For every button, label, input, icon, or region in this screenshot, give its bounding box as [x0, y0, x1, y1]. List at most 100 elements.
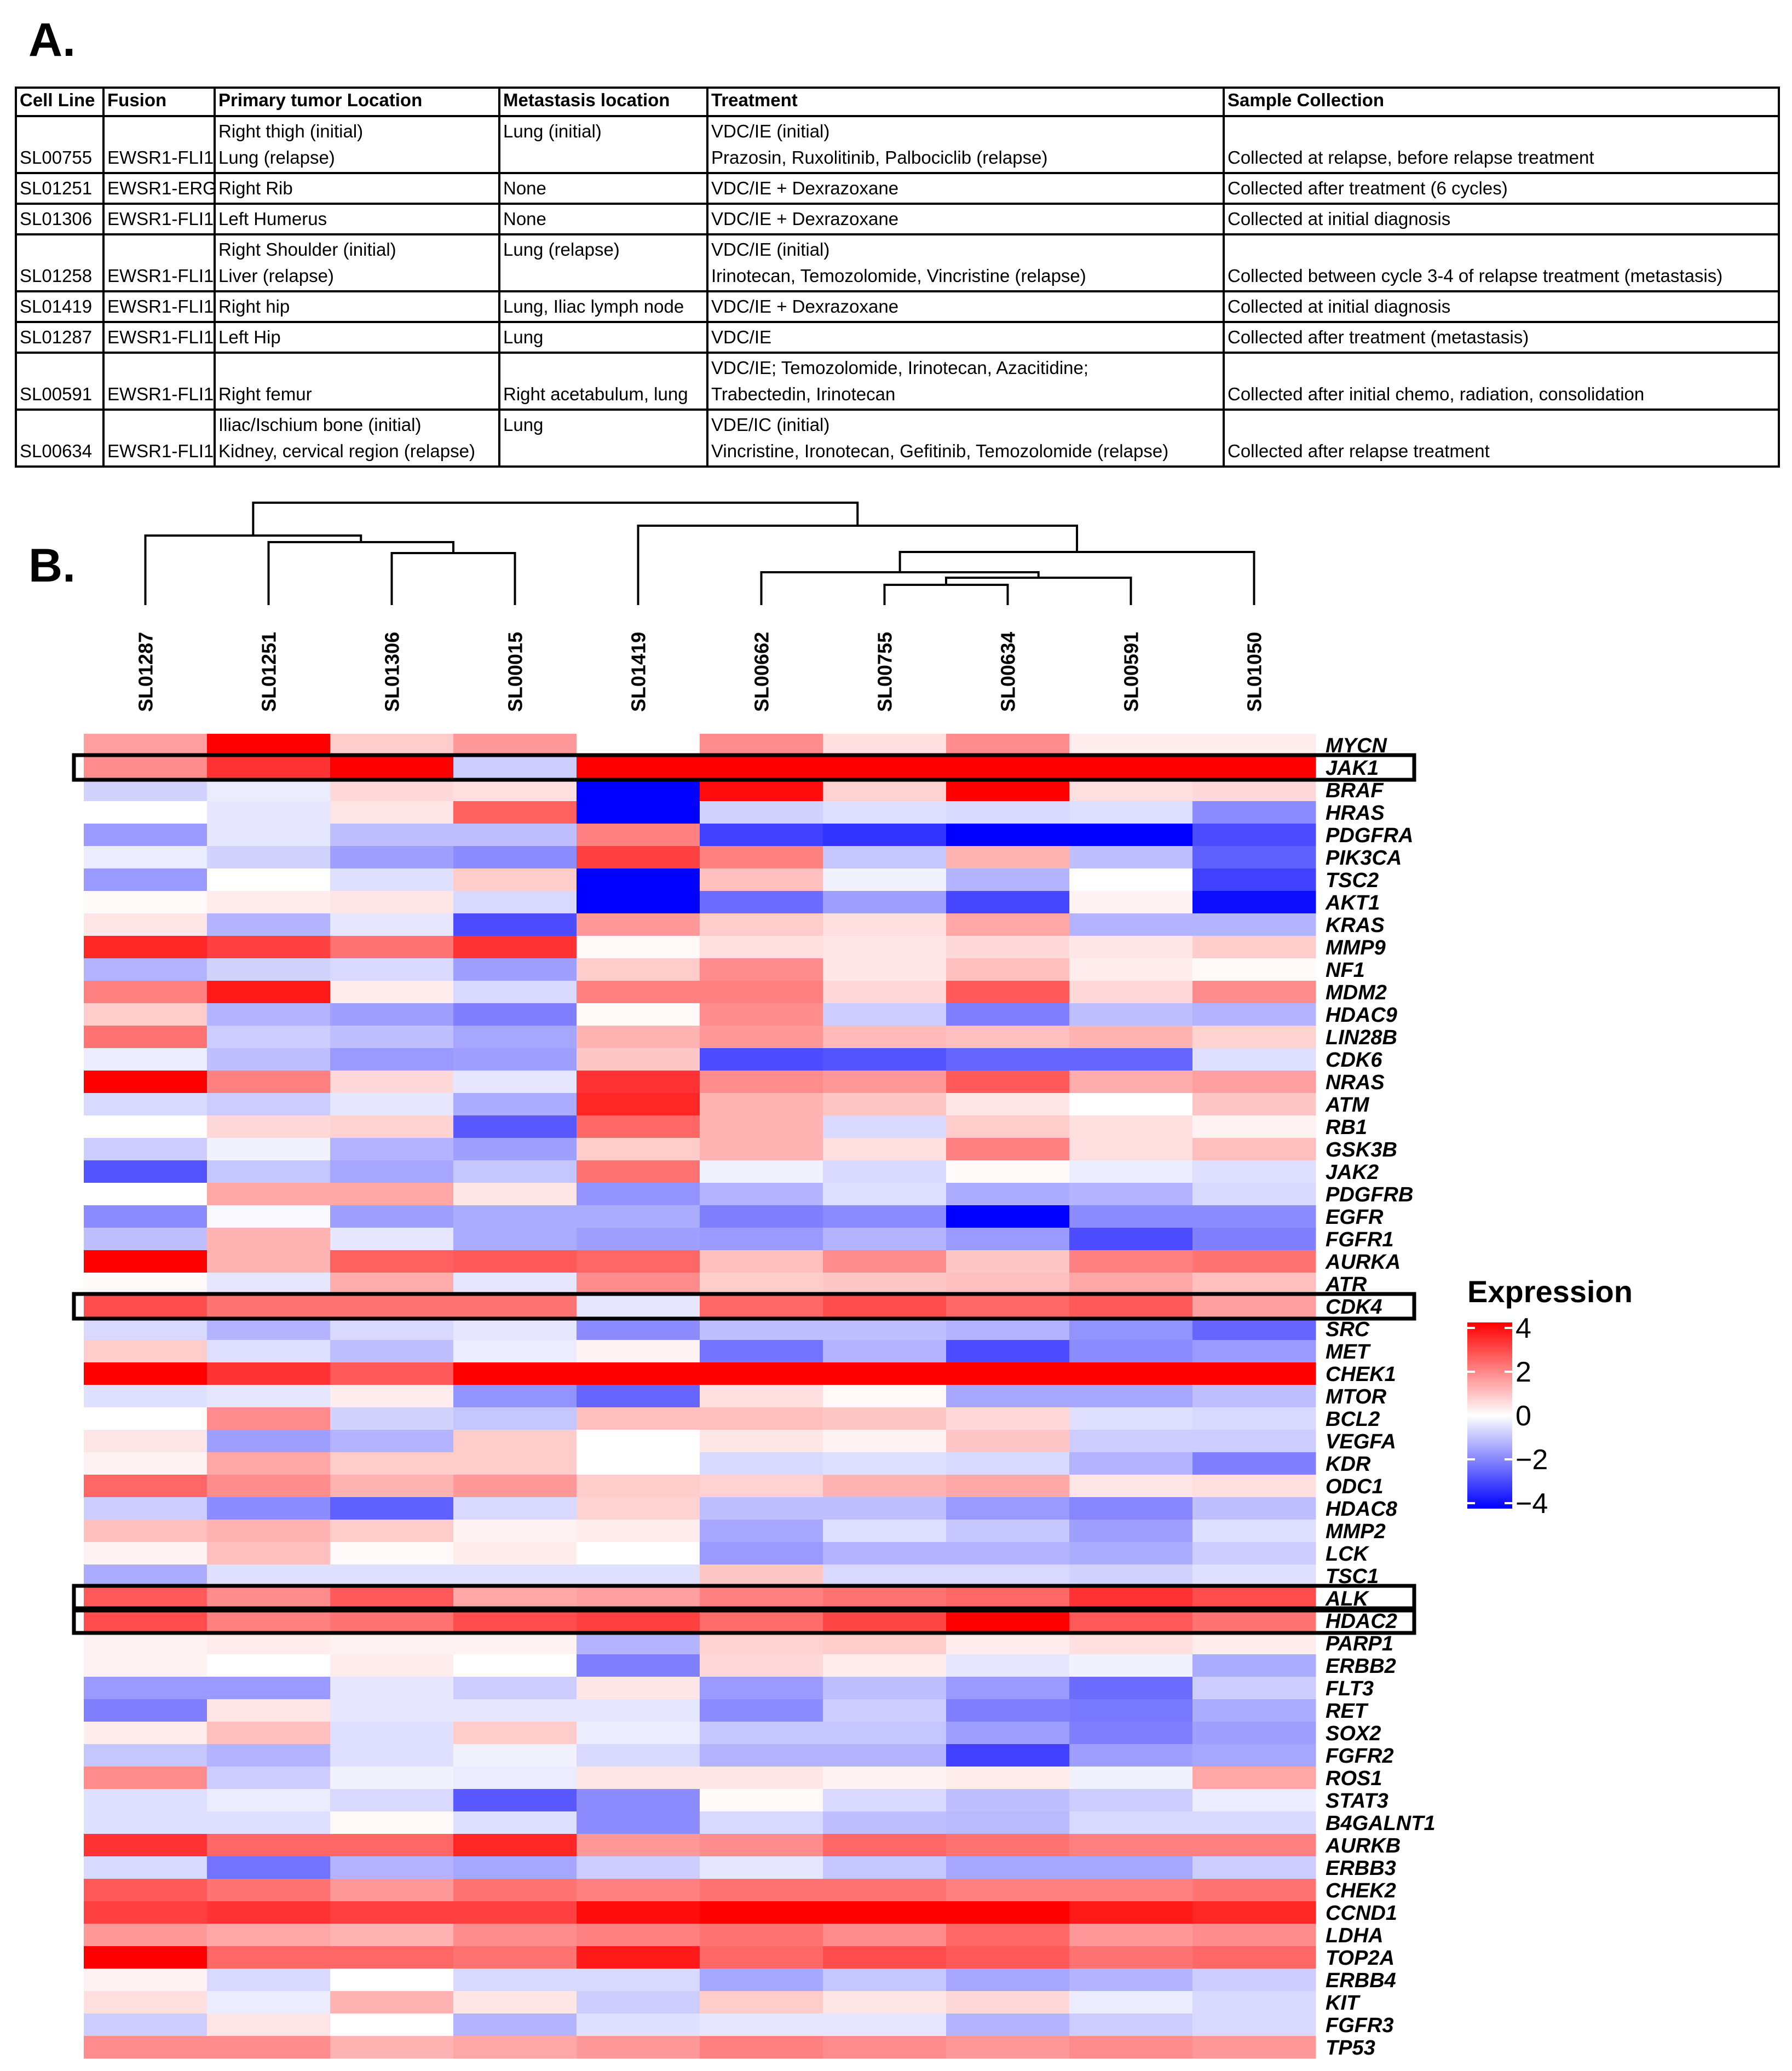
heatmap-cell [453, 1677, 577, 1700]
heatmap-cell [577, 868, 700, 891]
heatmap-cell [453, 1003, 577, 1026]
heatmap-cell [946, 1138, 1070, 1161]
row-label: NRAS [1326, 1071, 1385, 1094]
legend-tick-label: 2 [1516, 1356, 1531, 1388]
heatmap-cell [453, 913, 577, 936]
table-cell-text: SL01306 [20, 209, 93, 229]
table-cell-text: Collected at initial diagnosis [1228, 209, 1451, 229]
heatmap-cell [700, 1969, 823, 1992]
table-cell-text: Lung [503, 415, 544, 435]
table-header-cell: Fusion [102, 87, 216, 117]
heatmap-cell [946, 936, 1070, 959]
row-label: CHEK1 [1326, 1363, 1396, 1386]
heatmap-cell [330, 779, 454, 802]
heatmap-cell [700, 1767, 823, 1790]
heatmap-cell [577, 936, 700, 959]
heatmap-cell [1192, 1969, 1316, 1992]
heatmap-cell [577, 913, 700, 936]
heatmap-cell [577, 756, 700, 779]
heatmap-cell [700, 1564, 823, 1587]
table-cell: Right femur [214, 352, 500, 411]
heatmap-cell [453, 1407, 577, 1430]
row-label: CDK6 [1326, 1049, 1382, 1072]
table-cell: Collected at relapse, before relapse tre… [1223, 115, 1780, 174]
heatmap-cell [946, 1946, 1070, 1969]
heatmap-cell [330, 913, 454, 936]
heatmap-cell [84, 1273, 208, 1296]
heatmap-cell [84, 1430, 208, 1453]
heatmap-cell [700, 1295, 823, 1318]
table-cell: SL01258 [15, 233, 105, 292]
heatmap-cell [1069, 1475, 1193, 1498]
heatmap-cell [207, 1609, 331, 1632]
heatmap-cell [823, 1789, 947, 1812]
row-label: HDAC9 [1326, 1004, 1397, 1027]
heatmap-cell [453, 1160, 577, 1183]
heatmap-cell [1069, 1048, 1193, 1071]
heatmap-cell [823, 2014, 947, 2037]
heatmap-cell [577, 1587, 700, 1610]
heatmap-cell [207, 868, 331, 891]
heatmap-cell [207, 1138, 331, 1161]
heatmap-cell [577, 1946, 700, 1969]
heatmap-cell [84, 1071, 208, 1094]
heatmap-cell [1192, 1183, 1316, 1206]
heatmap-cell [946, 1250, 1070, 1273]
heatmap-cell [1192, 801, 1316, 824]
heatmap-cell [1069, 1632, 1193, 1655]
heatmap-cell [700, 891, 823, 914]
heatmap-cell [700, 936, 823, 959]
heatmap-cell [84, 846, 208, 869]
table-header-cell: Cell Line [15, 87, 105, 117]
heatmap-cell [946, 1834, 1070, 1857]
heatmap-cell [453, 1318, 577, 1341]
heatmap-cell [946, 1699, 1070, 1722]
heatmap-cell [1192, 1160, 1316, 1183]
heatmap-cell [84, 779, 208, 802]
heatmap-cell [946, 1744, 1070, 1767]
heatmap-cell [823, 958, 947, 981]
heatmap-cell [577, 958, 700, 981]
table-header-row: Cell Line Fusion Primary tumor Location Met… [15, 87, 1780, 117]
table-body: SL00755 EWSR1-FLI1 Right thigh (initial) Lu… [15, 115, 1780, 468]
heatmap-cell [330, 1250, 454, 1273]
heatmap-cell [700, 2014, 823, 2037]
heatmap-cell [946, 1879, 1070, 1902]
heatmap-cell [207, 1093, 331, 1116]
heatmap-cell [823, 1385, 947, 1408]
heatmap-cell [330, 1744, 454, 1767]
heatmap-cell [577, 846, 700, 869]
heatmap-cell [946, 1160, 1070, 1183]
panel-a-label: A. [28, 14, 76, 66]
row-label: EGFR [1326, 1206, 1384, 1229]
table-cell: VDC/IE; Temozolomide, Irinotecan, Azacit… [706, 352, 1225, 411]
heatmap-cell [823, 1205, 947, 1228]
heatmap-cell [946, 1362, 1070, 1385]
table-cell-text: Vincristine, Ironotecan, Gefitinib, Temo… [711, 441, 1169, 461]
heatmap-cell [577, 1677, 700, 1700]
heatmap-cell [577, 1295, 700, 1318]
table-cell-text: EWSR1-FLI1 [107, 296, 214, 317]
heatmap-cell [330, 1901, 454, 1924]
heatmap-cell [84, 1722, 208, 1745]
heatmap-cell [700, 1093, 823, 1116]
table-cell-text: EWSR1-FLI1 [107, 209, 214, 229]
heatmap-cell [207, 1205, 331, 1228]
heatmap-cell [577, 824, 700, 847]
heatmap-cell [1069, 1026, 1193, 1049]
heatmap-cell [823, 1071, 947, 1094]
table-cell-text: Collected between cycle 3-4 of relapse t… [1228, 266, 1723, 286]
heatmap-cell [577, 1205, 700, 1228]
heatmap-cell [330, 1362, 454, 1385]
heatmap-cell [330, 2014, 454, 2037]
heatmap-cell [823, 1407, 947, 1430]
heatmap-cell [207, 1722, 331, 1745]
row-label: HDAC2 [1326, 1610, 1397, 1633]
heatmap-cell [84, 1789, 208, 1812]
heatmap-cell [207, 1026, 331, 1049]
heatmap-cell [330, 1677, 454, 1700]
heatmap-cell [84, 1767, 208, 1790]
heatmap-cell [1069, 936, 1193, 959]
heatmap-cell [700, 1699, 823, 1722]
heatmap-cell [1069, 779, 1193, 802]
